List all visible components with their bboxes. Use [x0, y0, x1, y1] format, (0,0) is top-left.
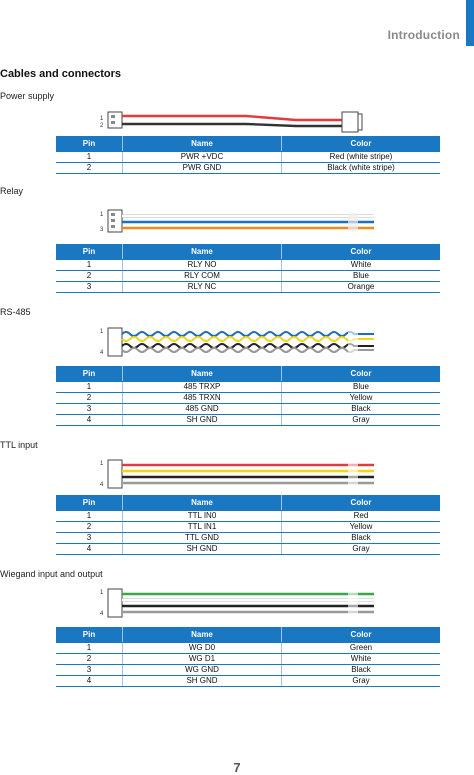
svg-text:4: 4	[100, 611, 104, 617]
page-number: 7	[233, 760, 241, 775]
svg-text:1: 1	[100, 590, 104, 596]
column-header-name: Name	[122, 136, 282, 152]
rs485-table: Pin Name Color 1 485 TRXP Blue 2 485 TRXN Yell…	[56, 366, 440, 426]
relay-cable-diagram: 1 3	[96, 207, 380, 241]
svg-text:1: 1	[100, 329, 104, 335]
wire-red	[122, 114, 342, 122]
column-header-color: Color	[281, 136, 440, 152]
header-title: Introduction	[387, 28, 460, 42]
wiegand-table: Pin Name Color 1 WG D0 Green 2 WG D1 White 3 WG…	[56, 627, 440, 687]
svg-text:4: 4	[100, 350, 104, 356]
pin-label-first: 1	[100, 116, 104, 122]
power-supply-table: Pin Name Color 1 PWR +VDC Red (white stripe)…	[56, 136, 440, 174]
ttl-input-table: Pin Name Color 1 TTL IN0 Red 2 TTL IN1 Yellow …	[56, 495, 440, 555]
table-row: 2 TTL IN1 Yellow	[56, 521, 440, 533]
wiegand-cable-diagram: 1 4	[96, 587, 380, 621]
table-row: 2 WG D1 White	[56, 653, 440, 665]
table-row: 1 485 TRXP Blue	[56, 381, 440, 393]
power-supply-title: Power supply	[0, 91, 55, 101]
ttl-input-cable-diagram: 1 4	[96, 458, 380, 492]
table-row: 4 SH GND Gray	[56, 543, 440, 555]
table-row: 2 485 TRXN Yellow	[56, 392, 440, 404]
table-row: 1 WG D0 Green	[56, 642, 440, 654]
relay-table: Pin Name Color 1 RLY NO White 2 RLY COM Blue 3…	[56, 244, 440, 293]
pin-label-last: 2	[100, 123, 104, 129]
header-accent-bar	[466, 0, 474, 46]
svg-text:3: 3	[100, 227, 104, 233]
power-supply-cable-diagram: 1 2	[96, 106, 380, 140]
table-row: 3 RLY NC Orange	[56, 281, 440, 293]
table-row: 4 SH GND Gray	[56, 675, 440, 687]
rs485-title: RS-485	[0, 307, 31, 317]
relay-title: Relay	[0, 186, 24, 196]
section-title: Cables and connectors	[0, 68, 122, 80]
table-row: 3 485 GND Black	[56, 403, 440, 415]
table-row: 4 SH GND Gray	[56, 414, 440, 426]
table-row: 2 PWR GND Black (white stripe)	[56, 162, 440, 174]
ttl-input-title: TTL input	[0, 440, 38, 450]
svg-text:1: 1	[100, 212, 104, 218]
table-row: 3 TTL GND Black	[56, 532, 440, 544]
table-row: 3 WG GND Black	[56, 664, 440, 676]
rs485-cable-diagram: 1 4	[96, 326, 380, 360]
column-header-pin: Pin	[56, 136, 123, 152]
table-row: 1 RLY NO White	[56, 259, 440, 271]
svg-text:1: 1	[100, 461, 104, 467]
table-row: 1 TTL IN0 Red	[56, 510, 440, 522]
table-row: 2 RLY COM Blue	[56, 270, 440, 282]
wire-black	[122, 122, 342, 128]
svg-text:4: 4	[100, 482, 104, 488]
table-row: 1 PWR +VDC Red (white stripe)	[56, 151, 440, 163]
wiegand-title: Wiegand input and output	[0, 569, 103, 579]
